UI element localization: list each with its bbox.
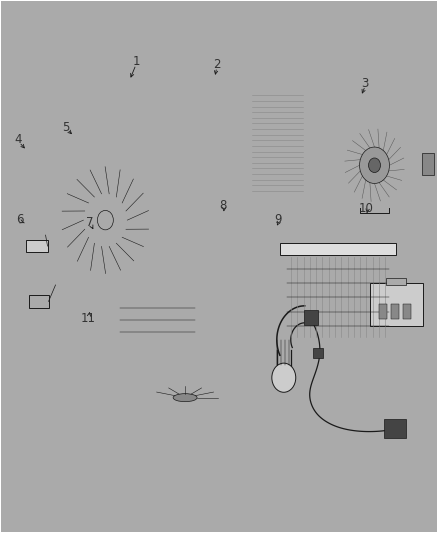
Bar (285, 255, 392, 340)
Text: 1: 1 (132, 55, 140, 68)
Bar (386, 278, 406, 285)
Text: 2: 2 (213, 58, 221, 71)
Bar (403, 304, 411, 319)
Bar (280, 243, 396, 255)
Bar (385, 419, 406, 438)
Text: 9: 9 (274, 213, 282, 226)
Text: 5: 5 (63, 120, 70, 134)
Bar (313, 348, 323, 358)
Bar (392, 304, 399, 319)
FancyBboxPatch shape (245, 83, 310, 198)
Text: 11: 11 (81, 312, 95, 325)
Bar (422, 153, 434, 175)
Circle shape (272, 363, 296, 392)
Circle shape (97, 211, 113, 230)
Text: 3: 3 (362, 77, 369, 90)
Bar (379, 304, 388, 319)
Text: 4: 4 (14, 133, 22, 147)
Bar (28, 295, 49, 308)
Circle shape (368, 158, 381, 173)
Circle shape (360, 147, 389, 183)
Text: 7: 7 (86, 216, 94, 229)
Polygon shape (118, 308, 200, 350)
Text: 10: 10 (359, 201, 374, 214)
Text: 8: 8 (220, 199, 227, 212)
Circle shape (335, 117, 414, 214)
Text: 6: 6 (17, 213, 24, 226)
Bar (304, 310, 318, 325)
Ellipse shape (173, 394, 197, 402)
Bar (25, 240, 48, 252)
Ellipse shape (147, 385, 223, 410)
Bar (251, 90, 304, 191)
Polygon shape (100, 295, 215, 360)
FancyBboxPatch shape (370, 284, 423, 326)
